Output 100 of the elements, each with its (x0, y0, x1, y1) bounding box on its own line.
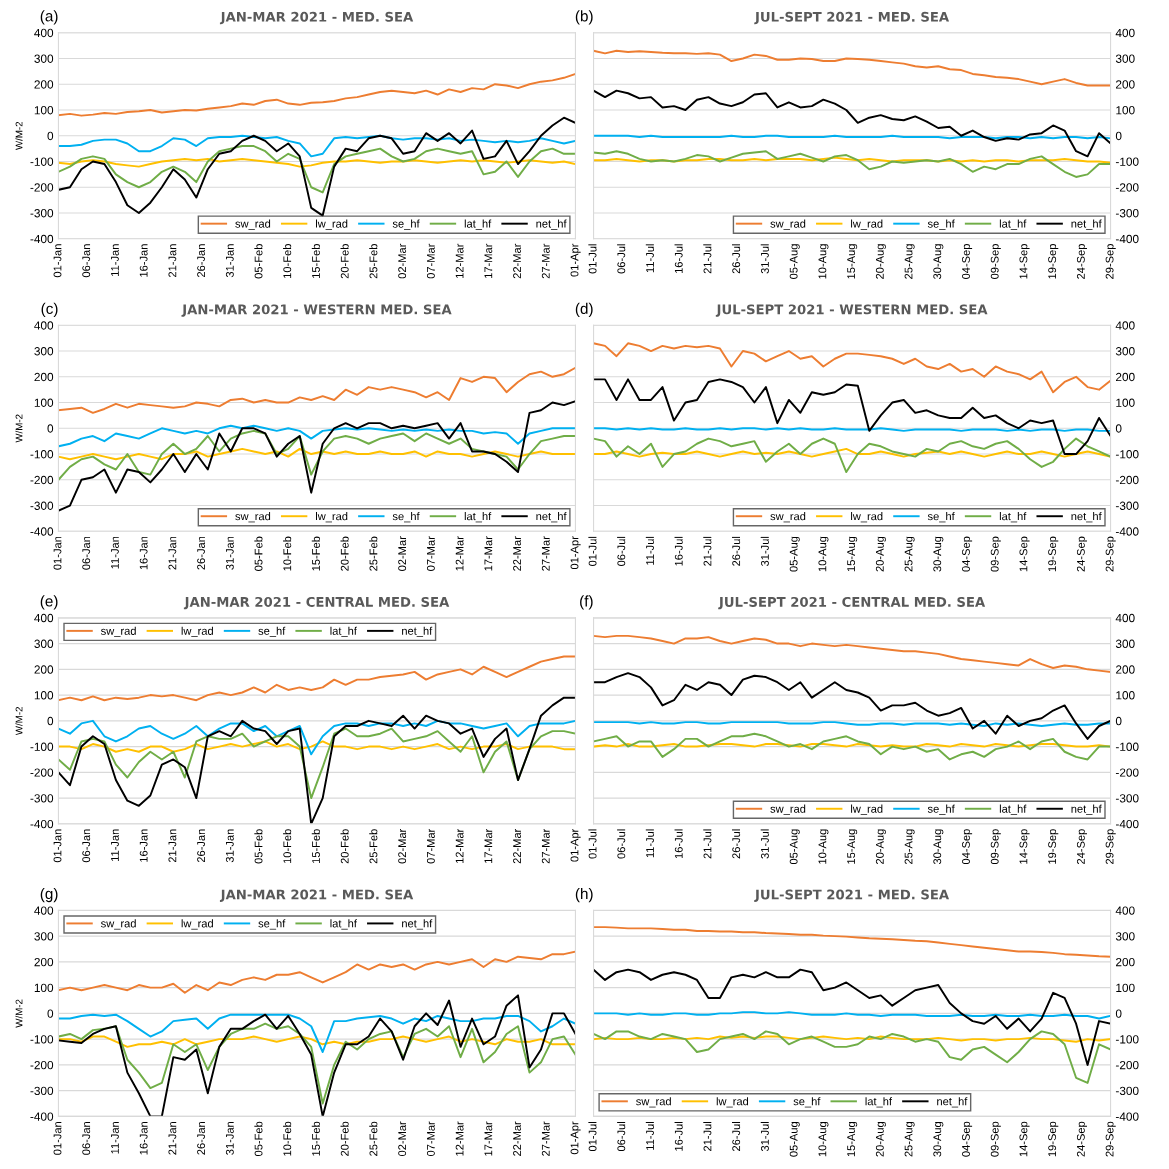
x-tick-label: 09-Sep (990, 244, 1001, 280)
x-tick-label: 06-Jan (82, 536, 91, 570)
text: (e) (40, 595, 58, 610)
y2-tick-label: 300 (1115, 54, 1135, 63)
x-tick-label: 26-Jan (197, 244, 206, 278)
x-tick-label: 21-Jul (703, 829, 712, 859)
x-tick-label: 11-Jul (645, 536, 654, 565)
y-tick-label: 100 (34, 691, 54, 700)
y2-tick-label: -200 (1115, 1060, 1139, 1070)
x-tick-label: 02-Mar (398, 536, 407, 571)
legend-label: se_hf (392, 219, 420, 230)
x-tick-label: 20-Aug (875, 536, 886, 572)
x-tick-label: 27-Mar (541, 536, 550, 571)
x-tick-label: 12-Mar (455, 536, 464, 571)
x-tick-label: 16-Jan (139, 536, 148, 570)
y-tick-label: 0 (47, 424, 54, 433)
x-tick-label: 04-Sep (962, 1121, 973, 1157)
x-tick-label: 06-Jan (82, 244, 91, 278)
y-tick-label: -400 (30, 527, 54, 536)
legend-label: net_hf (536, 219, 567, 230)
y-tick-label: -300 (30, 209, 54, 218)
x-tick-label: 05-Aug (789, 829, 800, 865)
x-tick-label: 20-Aug (875, 829, 886, 864)
x-tick-label: 22-Mar (513, 828, 521, 864)
x-tick-label: 17-Mar (484, 243, 493, 278)
y-axis-title: W/M-2 (15, 707, 23, 736)
y2-tick-label: 0 (1115, 424, 1122, 433)
x-tick-label: 04-Sep (962, 536, 973, 572)
x-tick-label: 16-Jul (674, 244, 683, 274)
legend-label: sw_rad (100, 919, 136, 930)
x-tick-label: 14-Sep (1019, 244, 1030, 279)
text: (c) (41, 302, 58, 318)
legend-label: lat_hf (999, 219, 1027, 230)
x-tick-label: 16-Jan (139, 244, 148, 277)
chart-title: JUL-SEPT 2021 - WESTERN MED. SEA (715, 304, 988, 317)
x-tick-label: 17-Mar (484, 1121, 493, 1156)
legend-label: lat_hf (999, 804, 1027, 815)
y2-tick-label: 300 (1115, 347, 1135, 356)
y2-tick-label: 100 (1116, 983, 1135, 993)
x-tick-label: 02-Mar (398, 1121, 407, 1157)
x-tick-label: 27-Mar (541, 243, 550, 279)
x-tick-label: 01-Jan (53, 244, 62, 278)
y2-tick-label: 400 (1115, 28, 1135, 38)
x-tick-label: 21-Jul (703, 244, 712, 274)
x-tick-label: 15-Feb (311, 1121, 320, 1156)
x-tick-label: 05-Feb (254, 1121, 263, 1157)
legend-label: sw_rad (636, 1097, 671, 1108)
chart-title: JUL-SEPT 2021 - MED. SEA (754, 11, 950, 25)
legend-label: se_hf (392, 512, 420, 523)
x-tick-label: 10-Aug (818, 1121, 829, 1157)
x-tick-label: 31-Jul (760, 536, 769, 566)
x-tick-label: 01-Jan (53, 1121, 62, 1155)
x-tick-label: 16-Jul (674, 829, 683, 859)
x-tick-label: 29-Sep (1105, 1121, 1116, 1157)
x-tick-label: 01-Apr (570, 828, 581, 862)
legend-label: lat_hf (865, 1097, 893, 1108)
line-series (593, 378, 1111, 456)
x-tick-label: 24-Sep (1076, 244, 1088, 279)
x-tick-label: 26-Jan (197, 1121, 206, 1155)
line-series (593, 968, 1111, 1066)
y2-tick-label: 0 (1115, 1009, 1122, 1018)
y2-tick-label: 200 (1116, 80, 1135, 89)
y-tick-label: -300 (30, 501, 54, 510)
x-tick-label: 01-Apr (570, 243, 581, 277)
x-tick-label: 24-Sep (1076, 1121, 1088, 1157)
x-tick-label: 16-Jul (674, 1122, 683, 1151)
legend-label: lw_rad (851, 219, 883, 230)
y2-tick-label: 0 (1115, 131, 1122, 141)
line-series (593, 437, 1111, 474)
x-tick-label: 21-Jan (168, 244, 177, 278)
x-tick-label: 07-Mar (426, 243, 435, 279)
legend-label: lat_hf (464, 512, 492, 523)
x-tick-label: 24-Sep (1076, 829, 1088, 864)
legend-label: lw_rad (851, 512, 883, 523)
x-tick-label: 26-Jul (731, 244, 741, 274)
y-tick-label: 200 (34, 80, 54, 89)
line-series (593, 150, 1111, 178)
y2-tick-label: 300 (1115, 639, 1135, 648)
x-tick-label: 29-Sep (1105, 536, 1116, 572)
y-tick-label: -200 (30, 183, 54, 192)
line-series (593, 1030, 1111, 1084)
y2-tick-label: 400 (1115, 321, 1135, 330)
x-tick-label: 27-Mar (541, 828, 550, 864)
y-tick-label: -100 (30, 450, 54, 459)
x-tick-label: 06-Jul (617, 1122, 626, 1152)
x-tick-label: 05-Feb (254, 536, 263, 571)
x-tick-label: 09-Sep (990, 829, 1001, 865)
x-tick-label: 15-Feb (311, 536, 320, 571)
x-tick-label: 12-Mar (455, 243, 464, 278)
y2-tick-label: -200 (1115, 183, 1139, 192)
x-tick-label: 25-Feb (369, 1121, 378, 1156)
x-tick-label: 31-Jan (225, 536, 234, 570)
y2-tick-label: 100 (1116, 106, 1135, 115)
legend-label: lat_hf (999, 512, 1027, 523)
x-tick-label: 20-Feb (340, 1121, 349, 1156)
x-tick-label: 21-Jan (168, 536, 177, 570)
y-tick-label: -400 (30, 819, 54, 829)
line-series (593, 634, 1111, 673)
y2-tick-label: 100 (1116, 398, 1135, 407)
legend-label: se_hf (927, 219, 955, 230)
